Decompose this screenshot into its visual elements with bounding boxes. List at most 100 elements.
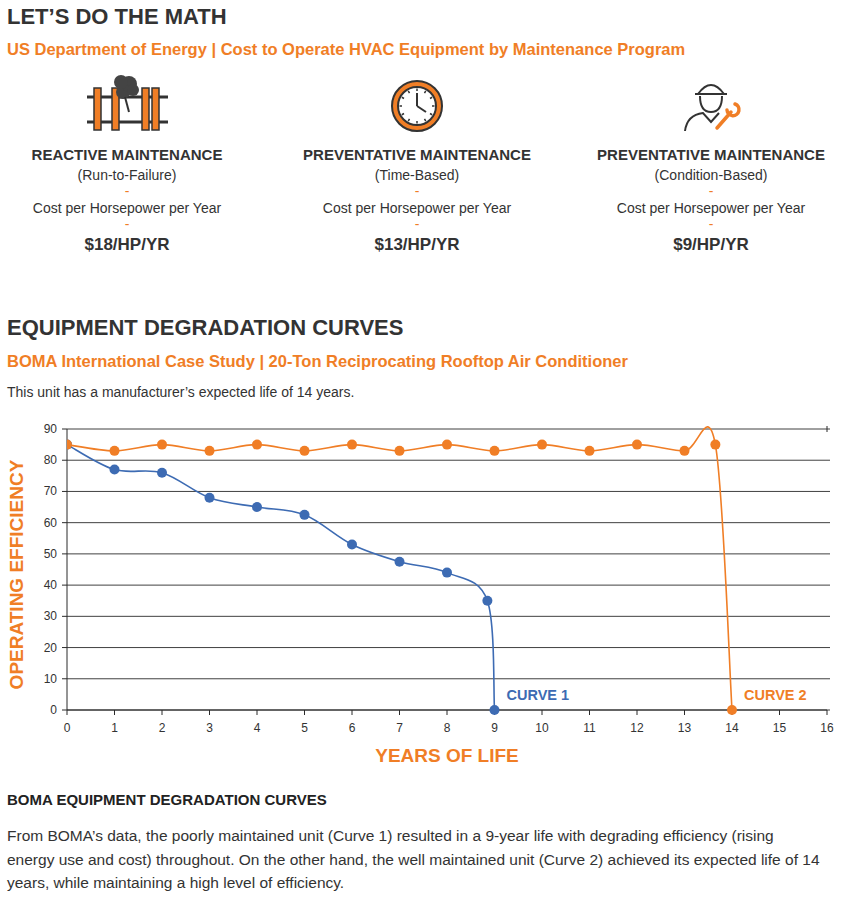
- x-tick: [589, 710, 590, 715]
- program-subtitle: (Condition-Based): [561, 167, 844, 183]
- x-tick-label: 7: [396, 721, 403, 735]
- series-marker: [205, 493, 215, 503]
- program-icon: [87, 75, 168, 130]
- series-marker: [157, 440, 167, 450]
- series-line: [67, 445, 495, 710]
- y-tick-label: 20: [44, 641, 58, 655]
- series-marker: [490, 446, 500, 456]
- program-cost: $9/HP/YR: [561, 235, 844, 255]
- icon-clock-tick: [432, 105, 435, 107]
- x-tick: [209, 710, 210, 715]
- icon-clock-tick: [402, 97, 404, 98]
- series-line: [67, 427, 732, 710]
- series-label: CURVE 1: [507, 687, 570, 703]
- series-marker: [205, 446, 215, 456]
- program-metric: Cost per Horsepower per Year: [267, 200, 567, 216]
- program-cost: $13/HP/YR: [267, 235, 567, 255]
- y-tick: [62, 460, 67, 461]
- grid-line: [67, 491, 830, 492]
- x-tick-label: 10: [535, 721, 549, 735]
- y-tick: [62, 616, 67, 617]
- separator: -: [561, 216, 844, 232]
- y-tick-label: 10: [44, 672, 58, 686]
- icon-flange: [152, 88, 159, 130]
- series-marker: [585, 446, 595, 456]
- series-label: CURVE 2: [744, 687, 807, 703]
- y-tick-label: 0: [50, 703, 57, 717]
- y-tick: [62, 491, 67, 492]
- series-marker: [632, 440, 642, 450]
- x-tick-label: 4: [254, 721, 261, 735]
- series-marker: [347, 540, 357, 550]
- program-subtitle: (Time-Based): [267, 167, 567, 183]
- icon-clock-tick: [408, 91, 409, 93]
- x-tick-label: 2: [159, 721, 166, 735]
- x-tick-label: 16: [820, 721, 834, 735]
- icon-smoke: [127, 84, 139, 96]
- icon-clock-tick: [416, 121, 418, 124]
- y-tick: [62, 710, 67, 711]
- icon-clock-tick: [425, 91, 426, 93]
- program-metric: Cost per Horsepower per Year: [0, 200, 277, 216]
- series-marker: [252, 502, 262, 512]
- icon-clock-tick: [402, 114, 404, 115]
- series-marker: [67, 440, 72, 450]
- series-marker: [395, 557, 405, 567]
- x-tick-label: 3: [206, 721, 213, 735]
- icon-clock-tick: [425, 119, 426, 121]
- x-tick-label: 6: [349, 721, 356, 735]
- series-marker: [110, 465, 120, 475]
- series-marker: [680, 446, 690, 456]
- separator: -: [0, 216, 277, 232]
- y-tick-label: 50: [44, 547, 58, 561]
- series-marker: [710, 440, 720, 450]
- grid-line: [67, 678, 830, 679]
- series-marker: [300, 446, 310, 456]
- x-tick: [352, 710, 353, 715]
- program-subtitle: (Run-to-Failure): [0, 167, 277, 183]
- y-tick-label: 90: [44, 422, 58, 436]
- grid-line: [67, 585, 830, 586]
- x-tick-label: 15: [773, 721, 787, 735]
- x-tick: [542, 710, 543, 715]
- x-tick: [684, 710, 685, 715]
- icon-flange: [94, 88, 101, 130]
- x-tick: [162, 710, 163, 715]
- y-tick: [62, 647, 67, 648]
- series-marker: [300, 510, 310, 520]
- chart: 0102030405060708090012345678910111213141…: [6, 422, 834, 766]
- separator: -: [0, 183, 277, 199]
- y-tick: [62, 429, 67, 430]
- series-marker: [67, 440, 72, 450]
- icon-hat-brim: [695, 93, 727, 95]
- y-tick-label: 60: [44, 516, 58, 530]
- section-title: EQUIPMENT DEGRADATION CURVES: [7, 315, 403, 341]
- series-marker: [347, 440, 357, 450]
- series-marker: [110, 446, 120, 456]
- grid-line: [67, 553, 830, 554]
- separator: -: [267, 183, 567, 199]
- icon-clock-tick: [400, 105, 403, 107]
- icon-clock-tick: [430, 97, 432, 98]
- x-tick-label: 9: [491, 721, 498, 735]
- y-tick: [62, 522, 67, 523]
- footer-title: BOMA EQUIPMENT DEGRADATION CURVES: [7, 791, 327, 808]
- x-tick-label: 5: [301, 721, 308, 735]
- x-tick-label: 11: [583, 721, 596, 735]
- x-tick-label: 8: [444, 721, 451, 735]
- x-tick-label: 0: [64, 721, 71, 735]
- icon-hat: [698, 85, 724, 94]
- section-subtitle: BOMA International Case Study | 20-Ton R…: [7, 352, 628, 371]
- grid-line: [67, 522, 830, 523]
- footer-text: From BOMA’s data, the poorly maintained …: [7, 824, 825, 895]
- x-tick-label: 14: [725, 721, 739, 735]
- y-axis-label: OPERATING EFFICIENCY: [6, 459, 27, 689]
- y-tick: [62, 585, 67, 586]
- icon-head: [700, 96, 722, 112]
- y-tick: [62, 553, 67, 554]
- icon-clock-tick: [416, 89, 418, 92]
- icon-clock-hand: [416, 93, 418, 106]
- axis-end: [827, 426, 828, 432]
- icon-crack: [125, 97, 129, 112]
- y-tick-label: 40: [44, 578, 58, 592]
